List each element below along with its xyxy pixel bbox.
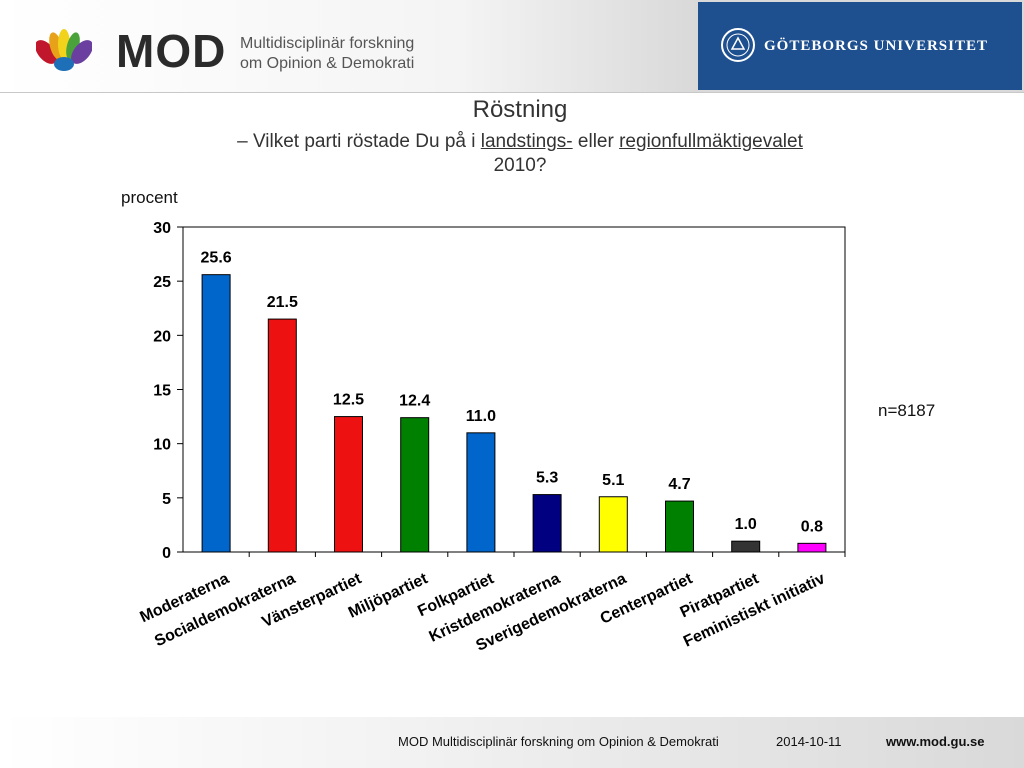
y-tick-label: 5: [162, 491, 171, 508]
bar-value-label: 25.6: [201, 250, 232, 267]
footer-date: 2014-10-11: [776, 734, 842, 749]
footer-url-link[interactable]: www.mod.gu.se: [886, 734, 985, 749]
y-tick-label: 30: [153, 220, 171, 237]
mod-logo-subtitle-line1: Multidisciplinär forskning: [240, 35, 415, 52]
subtitle-link-landstings[interactable]: landstings-: [480, 131, 573, 152]
subtitle-line1: – Vilket parti röstade Du på i landsting…: [0, 130, 1024, 154]
bar-value-label: 4.7: [668, 476, 690, 493]
bar-value-label: 12.4: [399, 393, 430, 410]
subtitle-text-1: – Vilket parti röstade Du på i: [237, 131, 481, 152]
university-name: GÖTEBORGS UNIVERSITET: [764, 38, 988, 54]
bar-value-label: 21.5: [267, 294, 298, 311]
mod-logo-text: MOD: [116, 25, 227, 77]
subtitle-text-2: eller: [572, 131, 620, 152]
bar: [201, 274, 231, 553]
mod-flower-logo-icon: [36, 29, 92, 71]
bar: [731, 540, 761, 553]
bar: [797, 542, 827, 553]
bar-value-label: 5.3: [536, 470, 558, 487]
subtitle-link-regionfullmaktige[interactable]: regionfullmäktigevalet: [619, 131, 803, 152]
y-axis-unit-label: procent: [121, 188, 178, 207]
bar-value-label: 11.0: [466, 408, 496, 425]
y-tick-label: 25: [153, 274, 171, 291]
bar: [466, 432, 496, 553]
bar: [400, 417, 430, 553]
subtitle-line2: 2010?: [493, 155, 547, 176]
sample-size-label: n=8187: [878, 401, 936, 420]
bar-value-label: 1.0: [735, 516, 757, 533]
university-seal-icon: [721, 28, 755, 62]
mod-logo-subtitle: Multidisciplinär forskning om Opinion & …: [240, 34, 414, 74]
y-tick-label: 20: [153, 328, 171, 345]
footer-organization: MOD Multidisciplinär forskning om Opinio…: [398, 734, 719, 749]
y-tick-label: 10: [153, 437, 171, 454]
bar: [334, 416, 363, 553]
bar: [665, 500, 694, 553]
bar: [598, 496, 628, 553]
bar-value-label: 5.1: [602, 472, 624, 489]
bar: [267, 318, 297, 553]
bar: [532, 494, 562, 553]
slide-header: MOD Multidisciplinär forskning om Opinio…: [0, 0, 1024, 93]
y-tick-label: 15: [153, 383, 171, 400]
mod-logo-subtitle-line2: om Opinion & Demokrati: [240, 55, 415, 72]
y-tick-label: 0: [162, 545, 171, 562]
slide-title: Röstning: [472, 96, 568, 123]
slide-footer: MOD Multidisciplinär forskning om Opinio…: [0, 717, 1024, 768]
bar-value-label: 12.5: [333, 392, 364, 409]
slide-subtitle: – Vilket parti röstade Du på i landsting…: [0, 130, 1024, 178]
university-banner: GÖTEBORGS UNIVERSITET: [698, 2, 1022, 90]
bar-value-label: 0.8: [801, 518, 823, 535]
